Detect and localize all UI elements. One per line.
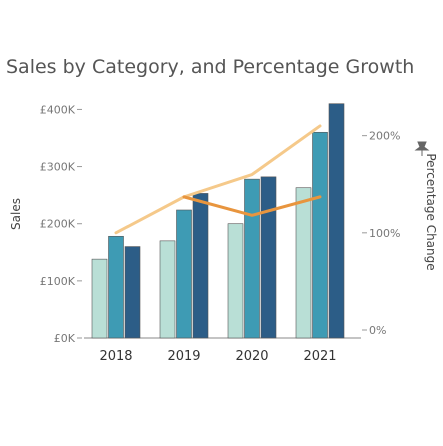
y2-tick-label: 100% [369, 227, 400, 240]
y-tick-label: £300K [40, 161, 76, 174]
series-line [114, 124, 322, 235]
x-tick-label: 2019 [167, 349, 200, 364]
bar [91, 258, 108, 339]
y-tick-label: £0K [54, 332, 76, 345]
y2-tick-label: 200% [369, 130, 400, 143]
x-tick-label: 2018 [99, 349, 132, 364]
y2-axis-title: Percentage Change [424, 153, 438, 270]
pin-icon [414, 141, 430, 156]
bar [159, 240, 176, 339]
series-line [182, 195, 322, 217]
bar [295, 187, 312, 339]
y-tick-label: £400K [40, 103, 76, 116]
y-tick-label: £200K [40, 218, 76, 231]
bar [328, 103, 345, 339]
bar [176, 209, 192, 339]
bar [260, 176, 277, 339]
chart-title: Sales by Category, and Percentage Growth [6, 56, 415, 78]
bar [244, 178, 260, 339]
x-tick-label: 2021 [303, 349, 336, 364]
y2-tick-label: 0% [369, 324, 386, 337]
x-tick-label: 2020 [235, 349, 268, 364]
bar [192, 193, 209, 339]
bar [124, 246, 141, 339]
bar [227, 223, 244, 339]
bar [108, 235, 124, 339]
y-tick-label: £100K [40, 275, 76, 288]
y-axis-title: Sales [9, 198, 23, 230]
bar [312, 131, 328, 339]
